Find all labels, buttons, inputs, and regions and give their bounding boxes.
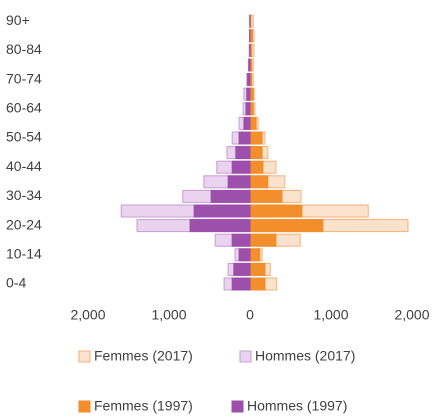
bar — [249, 248, 261, 262]
bar — [247, 73, 251, 87]
bar — [249, 131, 263, 145]
bar — [249, 219, 324, 233]
y-tick-label: 20-24 — [6, 216, 42, 232]
x-tick-label: 0 — [246, 307, 254, 323]
bar — [249, 204, 303, 218]
bar — [231, 160, 251, 174]
legend-label: Hommes (1997) — [247, 398, 347, 414]
legend-label: Femmes (2017) — [94, 348, 193, 364]
bar — [233, 262, 251, 276]
legend-label: Femmes (1997) — [94, 398, 193, 414]
bar — [227, 175, 251, 189]
y-tick-label: 80-84 — [6, 41, 42, 57]
bar — [249, 262, 266, 276]
legend-swatch — [78, 350, 91, 363]
bar — [249, 277, 266, 291]
bar — [249, 175, 269, 189]
x-tick-label: 2,000 — [70, 307, 105, 323]
bar — [243, 116, 251, 130]
bar — [246, 87, 251, 101]
x-tick-label: 2,000 — [394, 307, 429, 323]
y-tick-label: 0-4 — [6, 275, 26, 291]
legend-swatch — [78, 400, 91, 413]
bar — [249, 116, 257, 130]
y-tick-label: 70-74 — [6, 70, 42, 86]
bar — [189, 219, 251, 233]
y-tick-label: 60-64 — [6, 100, 42, 116]
bar — [249, 146, 263, 160]
legend-swatch — [231, 400, 244, 413]
bar — [210, 189, 251, 203]
bar — [249, 160, 264, 174]
y-tick-label: 50-54 — [6, 129, 42, 145]
bar — [249, 189, 283, 203]
bar — [249, 233, 277, 247]
bar — [238, 131, 251, 145]
bar — [193, 204, 251, 218]
bar — [231, 233, 251, 247]
y-tick-label: 10-14 — [6, 246, 42, 262]
y-tick-label: 40-44 — [6, 158, 42, 174]
x-tick-label: 1,000 — [313, 307, 348, 323]
legend-swatch — [239, 350, 252, 363]
legend-label: Hommes (2017) — [255, 348, 355, 364]
bar — [238, 248, 251, 262]
bar — [245, 102, 251, 116]
y-tick-label: 90+ — [6, 12, 30, 28]
bar — [231, 277, 251, 291]
bar — [248, 58, 251, 72]
bar — [235, 146, 251, 160]
y-tick-label: 30-34 — [6, 187, 42, 203]
x-tick-label: 1,000 — [151, 307, 186, 323]
